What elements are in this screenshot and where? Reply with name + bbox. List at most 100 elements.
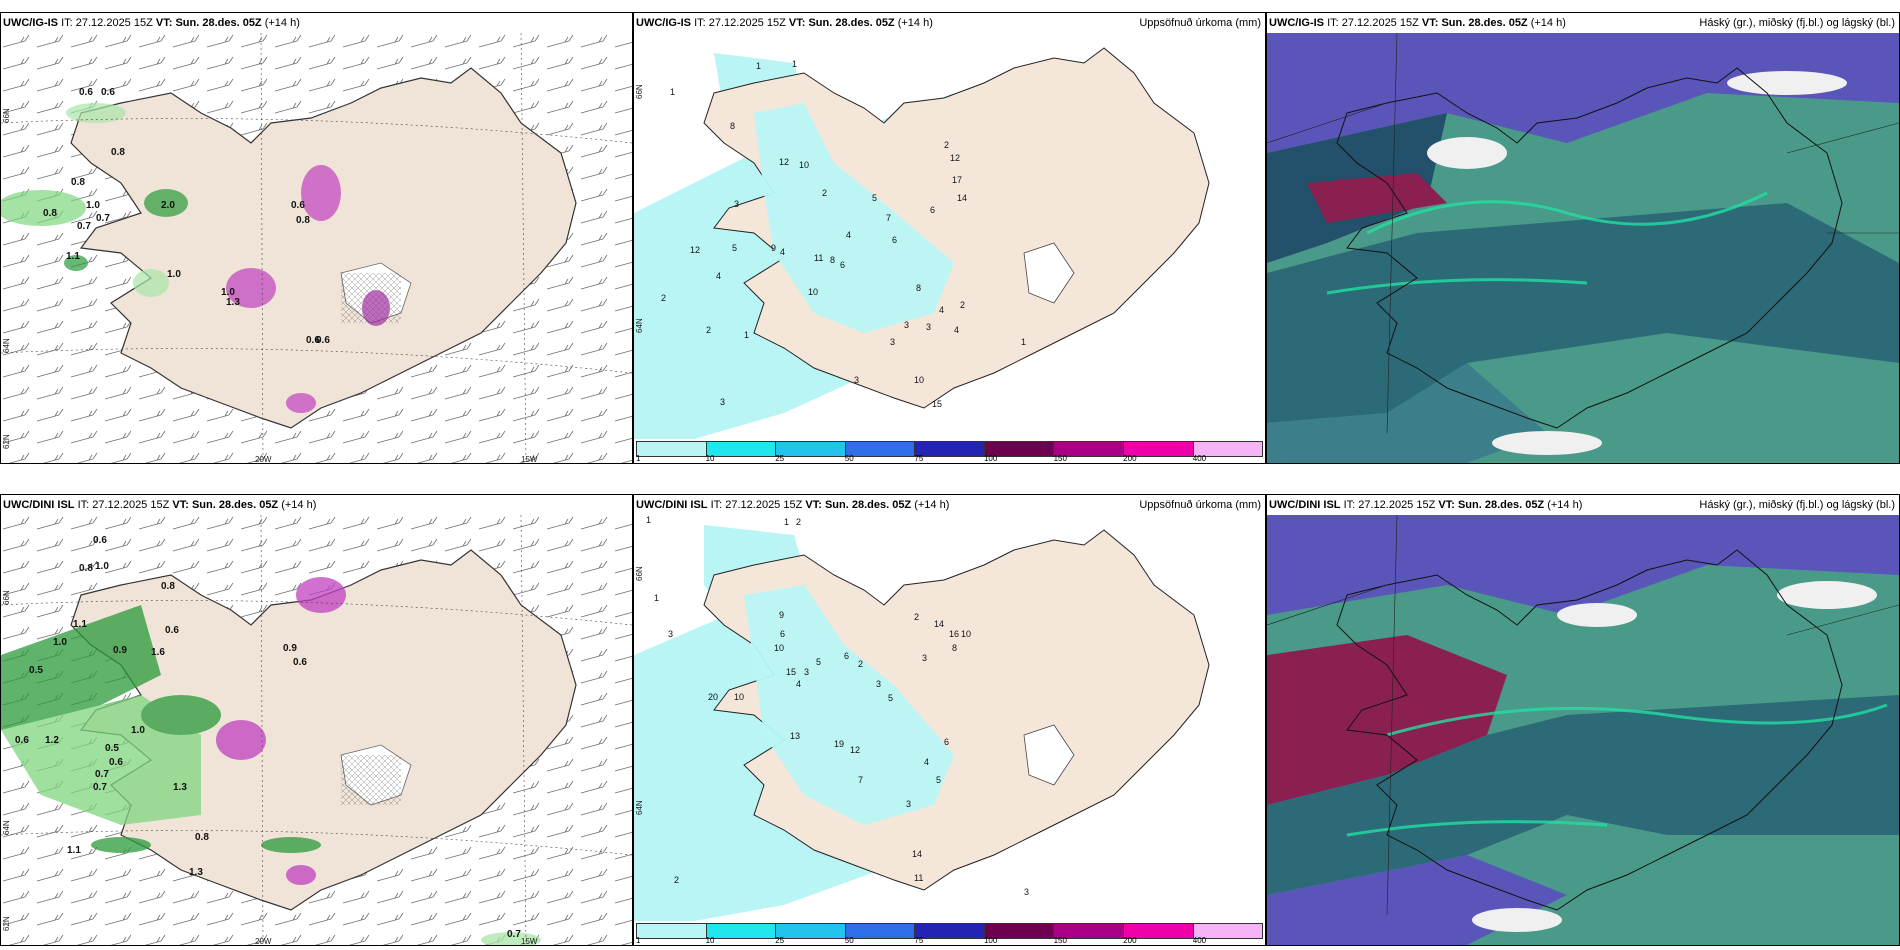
precip-value-label: 2 bbox=[796, 517, 801, 527]
it-value: 27.12.2025 15Z bbox=[708, 17, 786, 29]
colorbar-swatch bbox=[1054, 442, 1124, 456]
colorbar-label: 50 bbox=[844, 454, 854, 463]
panel-cloud-top: UWC/IG-IS IT: 27.12.2025 15Z VT: Sun. 28… bbox=[1266, 12, 1900, 464]
precip-value-label: 7 bbox=[886, 213, 891, 223]
wind-value-label: 0.9 bbox=[283, 643, 297, 654]
wind-map: 0.6 0.8 0.8 1.0 0.7 0.8 0.7 2.0 1.0 0.6 … bbox=[1, 33, 632, 463]
lead-time: (+14 h) bbox=[264, 17, 300, 29]
wind-value-label: 0.6 bbox=[316, 335, 330, 346]
model-name: UWC/DINI ISL bbox=[3, 499, 75, 511]
precip-value-label: 1 bbox=[654, 593, 659, 603]
vt-label: VT: bbox=[1438, 499, 1455, 511]
colorbar-label: 200 bbox=[1123, 936, 1137, 945]
colorbar-label: 100 bbox=[983, 936, 998, 945]
wind-value-label: 1.1 bbox=[67, 845, 81, 856]
it-value: 27.12.2025 15Z bbox=[92, 499, 170, 511]
value-labels: 0.6 0.8 1.0 0.8 1.1 1.0 0.6 0.5 0.9 1.6 … bbox=[15, 535, 521, 940]
colorbar-label: 25 bbox=[775, 454, 785, 463]
colorbar-swatch bbox=[637, 442, 707, 456]
precip-value-label: 20 bbox=[708, 692, 718, 702]
precip-value-label: 6 bbox=[844, 651, 849, 661]
precip-value-label: 10 bbox=[961, 629, 971, 639]
precip-value-label: 8 bbox=[730, 121, 735, 131]
precip-value-label: 5 bbox=[816, 657, 821, 667]
wind-value-label: 0.7 bbox=[77, 221, 91, 232]
lon-label-15w: 15W bbox=[521, 455, 538, 464]
colorbar-label: 400 bbox=[1192, 454, 1207, 463]
it-label: IT: bbox=[61, 17, 73, 29]
wind-value-label: 0.5 bbox=[29, 665, 43, 676]
colorbar-label: 150 bbox=[1053, 454, 1067, 463]
precip-shading bbox=[1, 577, 541, 945]
lat-label-66n: 66N bbox=[635, 84, 644, 99]
precip-value-label: 2 bbox=[706, 325, 711, 335]
wind-value-label: 0.7 bbox=[96, 213, 110, 224]
precip-colorbar: 1 10 25 50 75 100 150 200 400 bbox=[634, 921, 1265, 945]
it-value: 27.12.2025 15Z bbox=[1358, 499, 1436, 511]
precip-value-label: 1 bbox=[670, 87, 675, 97]
wind-value-label: 0.7 bbox=[507, 929, 521, 940]
panel-header: UWC/DINI ISL IT: 27.12.2025 15Z VT: Sun.… bbox=[1267, 495, 1899, 515]
precip-value-label: 14 bbox=[912, 849, 922, 859]
vt-value: Sun. 28.des. 05Z bbox=[191, 499, 279, 511]
wind-value-label: 0.8 bbox=[71, 177, 85, 188]
colorbar-label: 50 bbox=[844, 936, 854, 945]
colorbar-swatch bbox=[1123, 442, 1194, 456]
colorbar-swatch bbox=[915, 924, 985, 938]
colorbar-label: 10 bbox=[705, 454, 715, 463]
precip-value-label: 3 bbox=[668, 629, 673, 639]
panel-precip-top: UWC/IG-IS IT: 27.12.2025 15Z VT: Sun. 28… bbox=[633, 12, 1266, 464]
precip-value-label: 4 bbox=[846, 230, 851, 240]
precip-value-label: 2 bbox=[661, 293, 666, 303]
precip-value-label: 12 bbox=[850, 745, 860, 755]
it-value: 27.12.2025 15Z bbox=[725, 499, 803, 511]
wind-value-label: 1.1 bbox=[66, 251, 80, 262]
precip-value-label: 3 bbox=[854, 375, 859, 385]
precip-value-label: 4 bbox=[780, 247, 785, 257]
colorbar-swatch bbox=[845, 442, 916, 456]
colorbar-swatch bbox=[984, 442, 1055, 456]
precip-value-label: 15 bbox=[932, 399, 942, 409]
precip-value-label: 11 bbox=[814, 253, 823, 263]
wind-value-label: 0.8 bbox=[43, 208, 57, 219]
precip-value-label: 3 bbox=[734, 199, 739, 209]
precip-value-label: 5 bbox=[888, 693, 893, 703]
wind-value-label: 0.5 bbox=[105, 743, 119, 754]
precip-value-label: 2 bbox=[960, 300, 965, 310]
precip-value-label: 2 bbox=[914, 612, 919, 622]
wind-value-label: 0.6 bbox=[15, 735, 29, 746]
vt-value: Sun. 28.des. 05Z bbox=[175, 17, 262, 29]
precip-value-label: 3 bbox=[876, 679, 881, 689]
colorbar-label: 150 bbox=[1053, 936, 1067, 945]
precip-title: Uppsöfnuð úrkoma (mm) bbox=[1139, 499, 1261, 511]
colorbar-swatch bbox=[776, 924, 846, 938]
cloud-title: Háský (gr.), miðský (fj.bl.) og lágský (… bbox=[1699, 499, 1895, 511]
precip-value-label: 3 bbox=[890, 337, 895, 347]
precip-value-label: 3 bbox=[804, 667, 809, 677]
precip-value-label: 3 bbox=[904, 320, 909, 330]
wind-value-label: 0.8 bbox=[195, 832, 209, 843]
model-name: UWC/IG-IS bbox=[3, 17, 58, 29]
model-name: UWC/DINI ISL bbox=[636, 499, 708, 511]
lat-label-62n: 62N bbox=[2, 916, 11, 931]
wind-value-label: 0.6 bbox=[291, 200, 305, 211]
precip-value-label: 1 bbox=[1021, 337, 1026, 347]
colorbar-labels: 1 10 25 50 75 100 150 200 400 bbox=[636, 454, 1263, 463]
precip-value-label: 1 bbox=[744, 330, 749, 340]
lead-time: (+14 h) bbox=[1530, 17, 1566, 29]
wind-value-label: 0.6 bbox=[306, 335, 320, 346]
precip-value-label: 14 bbox=[957, 193, 967, 203]
iceland-landmass bbox=[703, 47, 1210, 409]
lon-label-20w: 20W bbox=[255, 455, 272, 464]
wind-value-label: 1.3 bbox=[189, 867, 203, 878]
colorbar-swatches bbox=[636, 923, 1263, 939]
colorbar-swatch bbox=[845, 924, 916, 938]
colorbar-labels: 1 10 25 50 75 100 150 200 400 bbox=[636, 936, 1263, 945]
panel-header: UWC/IG-IS IT: 27.12.2025 15Z VT: Sun. 28… bbox=[1267, 13, 1899, 33]
colorbar-swatch bbox=[1123, 924, 1194, 938]
precip-value-label: 5 bbox=[732, 243, 737, 253]
wind-value-label: 1.0 bbox=[53, 637, 67, 648]
colorbar-label: 75 bbox=[914, 454, 924, 463]
lat-label-66n: 66N bbox=[635, 566, 644, 581]
wind-value-label: 0.8 bbox=[79, 563, 93, 574]
